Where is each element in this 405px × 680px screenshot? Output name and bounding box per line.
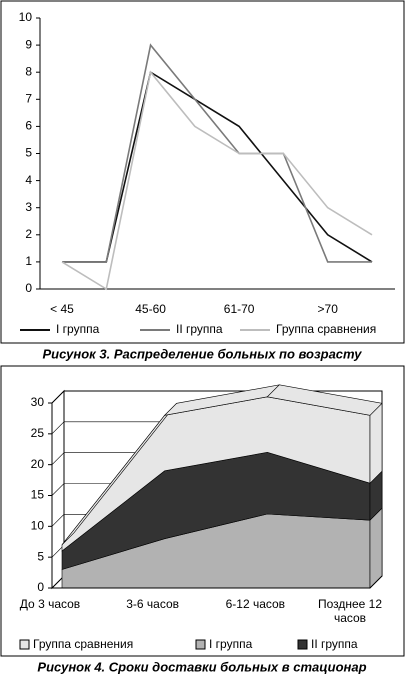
y-tick-label: 15 bbox=[31, 488, 45, 502]
legend-label: I группа bbox=[209, 637, 253, 651]
y-tick-label: 25 bbox=[31, 426, 45, 440]
area-side bbox=[369, 402, 383, 484]
y-tick-label: 2 bbox=[25, 227, 32, 241]
caption: Рисунок 3. Распределение больных по возр… bbox=[42, 346, 362, 361]
y-tick-label: 3 bbox=[25, 200, 32, 214]
area-side bbox=[369, 507, 383, 589]
series-line bbox=[62, 70, 373, 263]
legend-label: Группа сравнения bbox=[33, 637, 133, 651]
y-tick-label: 9 bbox=[25, 37, 32, 51]
area-top bbox=[266, 384, 383, 416]
x-tick-label: До 3 часов bbox=[19, 597, 81, 611]
legend-swatch bbox=[19, 639, 30, 650]
caption: Рисунок 4. Сроки доставки больных в стац… bbox=[37, 659, 366, 674]
y-tick-label: 8 bbox=[25, 64, 32, 78]
x-tick-label: 3-6 часов bbox=[126, 597, 180, 611]
y-tick-label: 4 bbox=[25, 173, 32, 187]
y-tick-label: 30 bbox=[31, 395, 45, 409]
chart-frame bbox=[0, 0, 405, 344]
x-tick-label: 61-70 bbox=[224, 302, 255, 316]
series-line bbox=[62, 43, 372, 263]
y-tick-label: 6 bbox=[25, 119, 32, 133]
legend-label: Группа сравнения bbox=[276, 322, 376, 336]
x-tick-label: 45-60 bbox=[135, 302, 166, 316]
x-tick-label: Позднее 12 часов bbox=[317, 597, 383, 625]
x-tick-label: < 45 bbox=[50, 302, 74, 316]
x-tick-label: >70 bbox=[318, 302, 339, 316]
y-tick-label: 1 bbox=[25, 254, 32, 268]
legend-label: I группа bbox=[56, 322, 100, 336]
legend-label: II группа bbox=[176, 322, 223, 336]
legend-swatch bbox=[195, 639, 206, 650]
legend-label: II группа bbox=[311, 637, 358, 651]
legend-swatch bbox=[297, 639, 308, 650]
y-tick-label: 10 bbox=[31, 519, 45, 533]
y-tick-label: 0 bbox=[37, 580, 44, 594]
floor bbox=[52, 575, 383, 589]
y-tick-label: 0 bbox=[25, 281, 32, 295]
series-line bbox=[61, 70, 373, 291]
y-tick-label: 5 bbox=[25, 146, 32, 160]
y-tick-label: 5 bbox=[37, 549, 44, 563]
y-tick-label: 20 bbox=[31, 457, 45, 471]
y-tick-label: 7 bbox=[25, 91, 32, 105]
x-tick-label: 6-12 часов bbox=[225, 597, 286, 611]
y-tick-label: 10 bbox=[19, 10, 33, 24]
